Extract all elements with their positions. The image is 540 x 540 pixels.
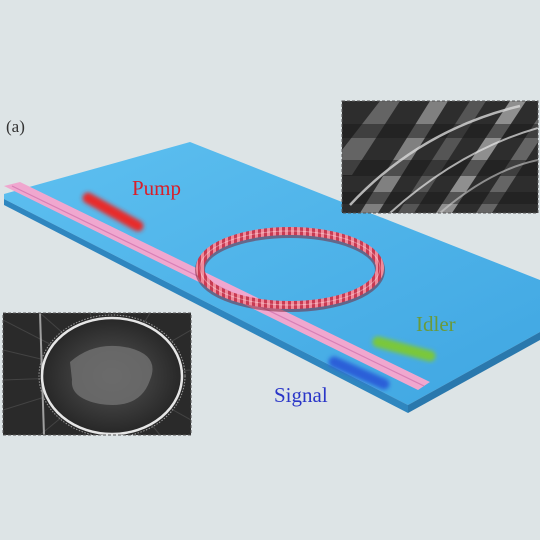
idler-label: Idler (416, 312, 456, 336)
panel-label: (a) (6, 117, 25, 136)
pump-beam (82, 192, 144, 232)
sem-ring-overview (2, 312, 192, 436)
signal-label: Signal (274, 383, 328, 407)
substrate (4, 142, 540, 413)
pump-label: Pump (132, 176, 181, 200)
sem-grating-closeup (341, 100, 539, 214)
microring-resonator (195, 227, 385, 312)
idler-beam (372, 336, 436, 362)
signal-beam (328, 356, 390, 390)
